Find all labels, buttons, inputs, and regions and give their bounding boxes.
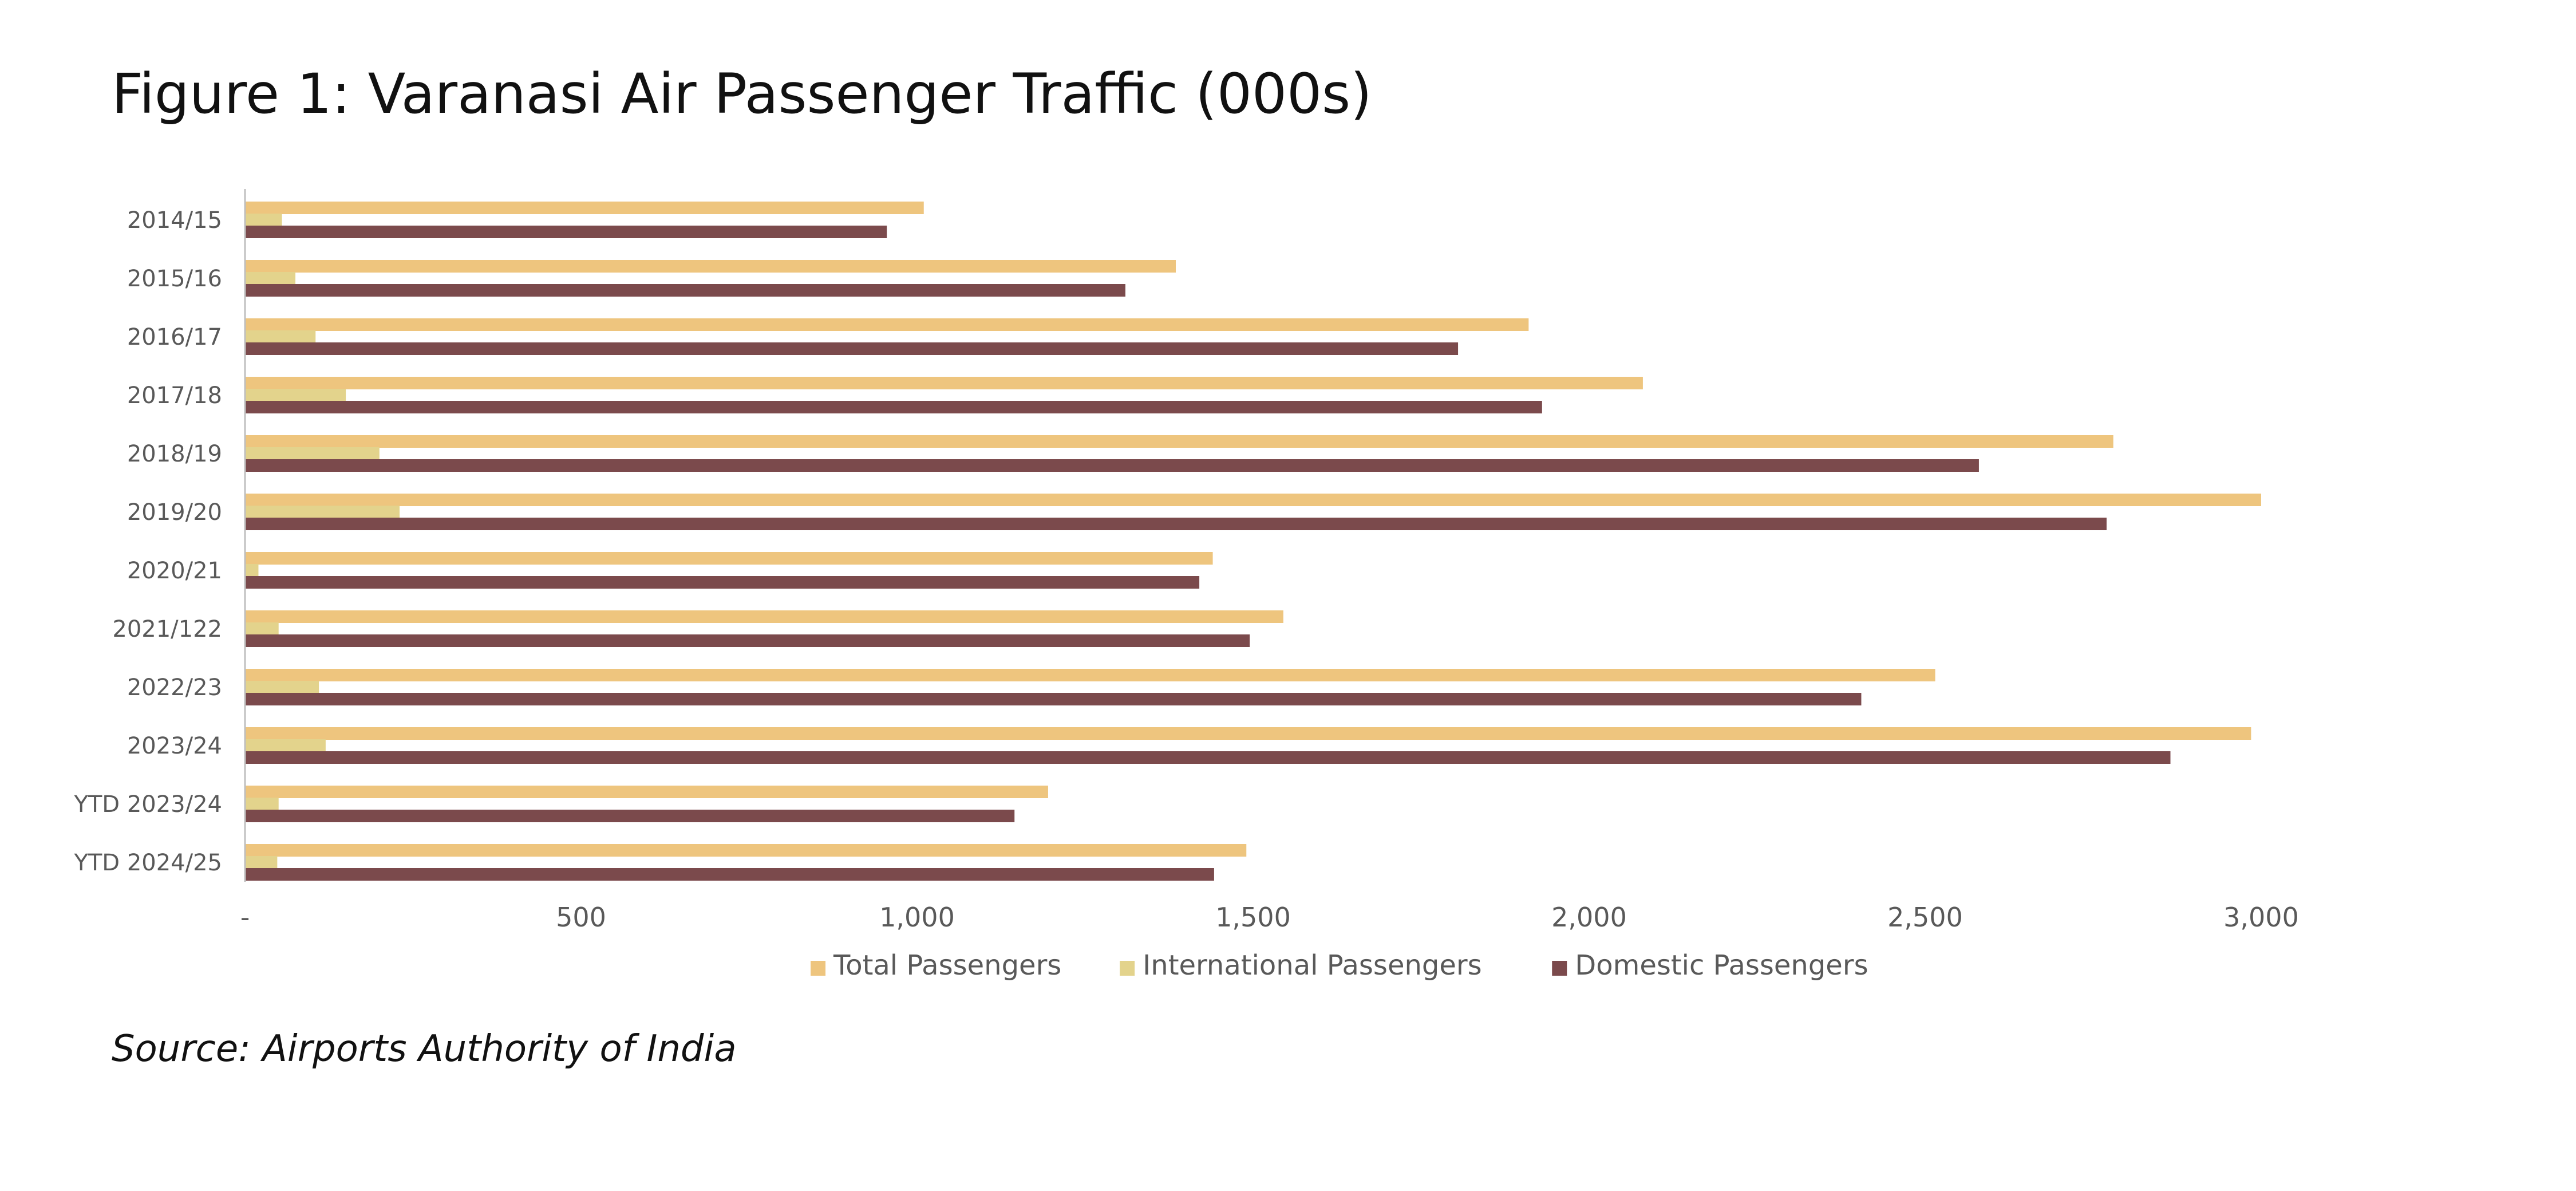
category-label: 2019/20 (127, 499, 222, 526)
bar-international-passengers-0 (245, 214, 282, 226)
bar-international-passengers-9 (245, 739, 326, 752)
bar-total-passengers-11 (245, 844, 1247, 857)
category-label: 2022/23 (127, 675, 222, 701)
bar-total-passengers-9 (245, 727, 2251, 740)
bar-international-passengers-4 (245, 447, 380, 460)
category-label: 2020/21 (127, 558, 222, 584)
bar-international-passengers-11 (245, 856, 278, 869)
legend-swatch (1552, 961, 1567, 976)
bar-international-passengers-6 (245, 564, 259, 577)
category-label: 2023/24 (127, 733, 222, 759)
bar-international-passengers-7 (245, 622, 279, 635)
bar-domestic-passengers-1 (245, 284, 1125, 297)
source-note: Source: Airports Authority of India (112, 1028, 737, 1070)
bar-total-passengers-8 (245, 669, 1935, 681)
x-tick-label: - (240, 902, 250, 933)
category-label: 2015/16 (127, 266, 222, 292)
category-label: 2016/17 (127, 324, 222, 350)
bar-international-passengers-8 (245, 681, 319, 693)
bar-domestic-passengers-4 (245, 459, 1979, 472)
bar-total-passengers-2 (245, 318, 1529, 331)
bar-international-passengers-10 (245, 798, 279, 810)
bar-total-passengers-7 (245, 610, 1283, 623)
category-label: 2014/15 (127, 207, 222, 234)
bar-total-passengers-1 (245, 260, 1176, 273)
legend-label: International Passengers (1143, 949, 1482, 981)
bar-international-passengers-3 (245, 389, 346, 401)
category-label: 2017/18 (127, 382, 222, 409)
bar-domestic-passengers-3 (245, 401, 1542, 413)
bar-domestic-passengers-8 (245, 693, 1862, 705)
bar-total-passengers-4 (245, 435, 2113, 448)
x-tick-labels: - 500 1,000 1,500 2,000 2,500 3,000 (240, 902, 2299, 933)
legend-label: Total Passengers (833, 949, 1061, 981)
bar-total-passengers-0 (245, 202, 924, 214)
chart-title: Figure 1: Varanasi Air Passenger Traffic… (112, 62, 1372, 126)
legend-label: Domestic Passengers (1575, 949, 1868, 981)
legend-swatch (1120, 961, 1135, 976)
legend: Total Passengers International Passengers… (811, 949, 1868, 981)
bar-domestic-passengers-9 (245, 751, 2171, 764)
x-tick-label: 2,500 (1887, 902, 1963, 933)
bar-international-passengers-1 (245, 272, 296, 285)
category-label: YTD 2024/25 (73, 850, 222, 876)
category-labels: 2014/15 2015/16 2016/17 2017/18 2018/19 2019/… (73, 207, 222, 876)
category-label: 2018/19 (127, 441, 222, 467)
category-label: YTD 2023/24 (73, 791, 222, 818)
bar-domestic-passengers-5 (245, 518, 2107, 530)
bar-domestic-passengers-6 (245, 576, 1200, 589)
bar-domestic-passengers-2 (245, 342, 1459, 355)
x-tick-label: 3,000 (2223, 902, 2299, 933)
bar-chart: 2014/15 2015/16 2016/17 2017/18 2018/19 2019/… (73, 189, 2299, 981)
x-tick-label: 2,000 (1551, 902, 1627, 933)
bar-total-passengers-5 (245, 494, 2261, 506)
bar-total-passengers-3 (245, 377, 1643, 389)
bar-international-passengers-2 (245, 330, 316, 343)
bar-domestic-passengers-7 (245, 634, 1250, 647)
bar-total-passengers-6 (245, 552, 1213, 565)
x-tick-label: 1,500 (1215, 902, 1291, 933)
bar-domestic-passengers-0 (245, 226, 887, 238)
bars-group (245, 202, 2261, 881)
bar-total-passengers-10 (245, 786, 1048, 798)
legend-swatch (811, 961, 826, 976)
bar-international-passengers-5 (245, 506, 400, 518)
category-label: 2021/122 (112, 616, 222, 642)
x-tick-label: 1,000 (879, 902, 955, 933)
bar-domestic-passengers-10 (245, 810, 1015, 822)
x-tick-label: 500 (556, 902, 606, 933)
bar-domestic-passengers-11 (245, 868, 1214, 881)
